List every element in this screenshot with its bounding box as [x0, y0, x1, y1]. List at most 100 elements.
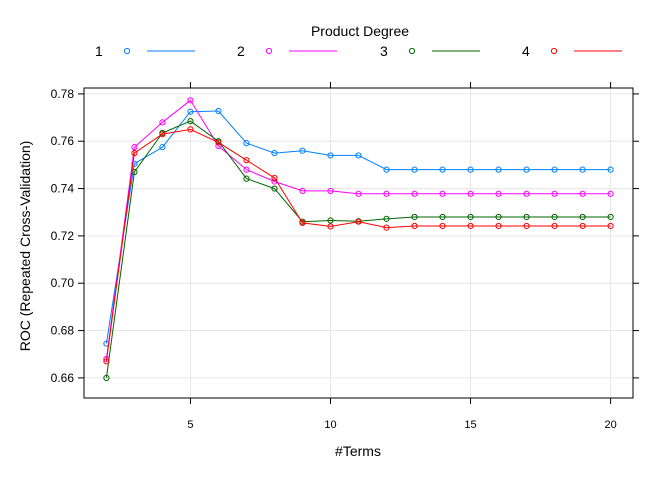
data-point — [215, 139, 222, 146]
x-tick-label: 15 — [464, 419, 476, 431]
data-point — [159, 119, 166, 126]
series-group — [103, 97, 614, 381]
legend-item: 1 — [95, 43, 195, 59]
data-point — [327, 187, 334, 195]
series-line — [105, 99, 611, 360]
data-point — [383, 224, 390, 231]
data-point — [271, 149, 278, 157]
data-point — [579, 166, 586, 173]
plot-panel — [83, 87, 634, 399]
data-point — [439, 190, 446, 197]
data-point — [467, 213, 474, 221]
legend-label: 4 — [522, 43, 530, 59]
data-point — [355, 152, 362, 159]
series-line — [105, 120, 611, 378]
x-tick-label: 10 — [324, 419, 336, 431]
y-tick-label: 0.68 — [51, 324, 75, 338]
data-point — [411, 166, 418, 173]
data-point — [159, 144, 166, 151]
data-point — [243, 166, 250, 173]
legend-marker — [123, 47, 131, 55]
y-tick-label: 0.66 — [51, 371, 75, 385]
data-point — [243, 157, 250, 164]
data-point — [187, 97, 194, 104]
legend-label: 2 — [237, 43, 245, 59]
data-point — [383, 166, 390, 173]
data-point — [495, 222, 502, 230]
data-point — [411, 222, 418, 230]
legend-item: 3 — [380, 43, 480, 59]
axis-ticks — [78, 82, 639, 404]
y-tick-label: 0.72 — [51, 229, 75, 243]
legend-label: 1 — [95, 43, 103, 59]
data-point — [523, 222, 530, 230]
legend-marker — [550, 47, 558, 55]
series-line — [105, 110, 611, 344]
data-point — [383, 215, 390, 222]
data-point — [495, 190, 502, 197]
y-tick-label: 0.78 — [51, 87, 75, 101]
data-point — [271, 174, 278, 182]
x-axis-title: #Terms — [335, 443, 381, 459]
data-point — [467, 222, 474, 230]
data-point — [607, 222, 614, 230]
data-point — [495, 166, 502, 173]
data-point — [439, 166, 446, 173]
data-point — [327, 152, 334, 159]
data-point — [607, 190, 614, 197]
data-point — [523, 190, 530, 197]
data-point — [467, 166, 474, 173]
data-point — [327, 223, 334, 230]
series-4 — [103, 126, 614, 365]
y-axis-title: ROC (Repeated Cross-Validation) — [17, 141, 33, 352]
data-point — [131, 149, 138, 157]
data-point — [327, 217, 334, 224]
legend-marker — [408, 47, 416, 55]
data-point — [579, 190, 586, 197]
data-point — [579, 213, 586, 221]
data-point — [551, 222, 558, 230]
data-point — [467, 190, 474, 197]
data-point — [103, 374, 110, 381]
data-point — [103, 358, 110, 365]
data-point — [607, 166, 614, 173]
data-point — [187, 108, 194, 115]
data-point — [355, 218, 362, 225]
legend-item: 2 — [237, 43, 337, 59]
data-point — [551, 190, 558, 197]
x-tick-label: 20 — [604, 419, 616, 431]
legend-title: Product Degree — [311, 23, 409, 39]
data-point — [607, 213, 614, 221]
series-2 — [103, 97, 614, 363]
grid — [84, 88, 633, 398]
data-point — [243, 140, 250, 147]
data-point — [299, 187, 306, 195]
data-point — [187, 118, 194, 125]
data-point — [439, 222, 446, 230]
legend-marker — [265, 47, 273, 55]
legend: Product Degree 1 2 3 4 — [95, 23, 622, 59]
data-point — [411, 213, 418, 221]
data-point — [411, 190, 418, 197]
y-tick-label: 0.70 — [51, 276, 75, 290]
data-point — [299, 147, 306, 154]
legend-label: 3 — [380, 43, 388, 59]
data-point — [299, 219, 306, 226]
data-point — [159, 131, 166, 138]
series-line — [105, 128, 611, 362]
series-1 — [103, 107, 614, 347]
data-point — [439, 213, 446, 221]
data-point — [355, 190, 362, 197]
data-point — [495, 213, 502, 221]
data-point — [523, 213, 530, 221]
data-point — [551, 166, 558, 173]
legend-item: 4 — [522, 43, 622, 59]
data-point — [383, 190, 390, 197]
data-point — [131, 144, 138, 151]
data-point — [243, 175, 250, 182]
data-point — [215, 107, 222, 115]
axis-tick-labels: 0.66 0.68 0.70 0.72 0.74 0.76 0.78 5 10 15 20 — [51, 87, 617, 431]
x-tick-label: 5 — [187, 419, 193, 431]
y-tick-label: 0.74 — [51, 182, 75, 196]
